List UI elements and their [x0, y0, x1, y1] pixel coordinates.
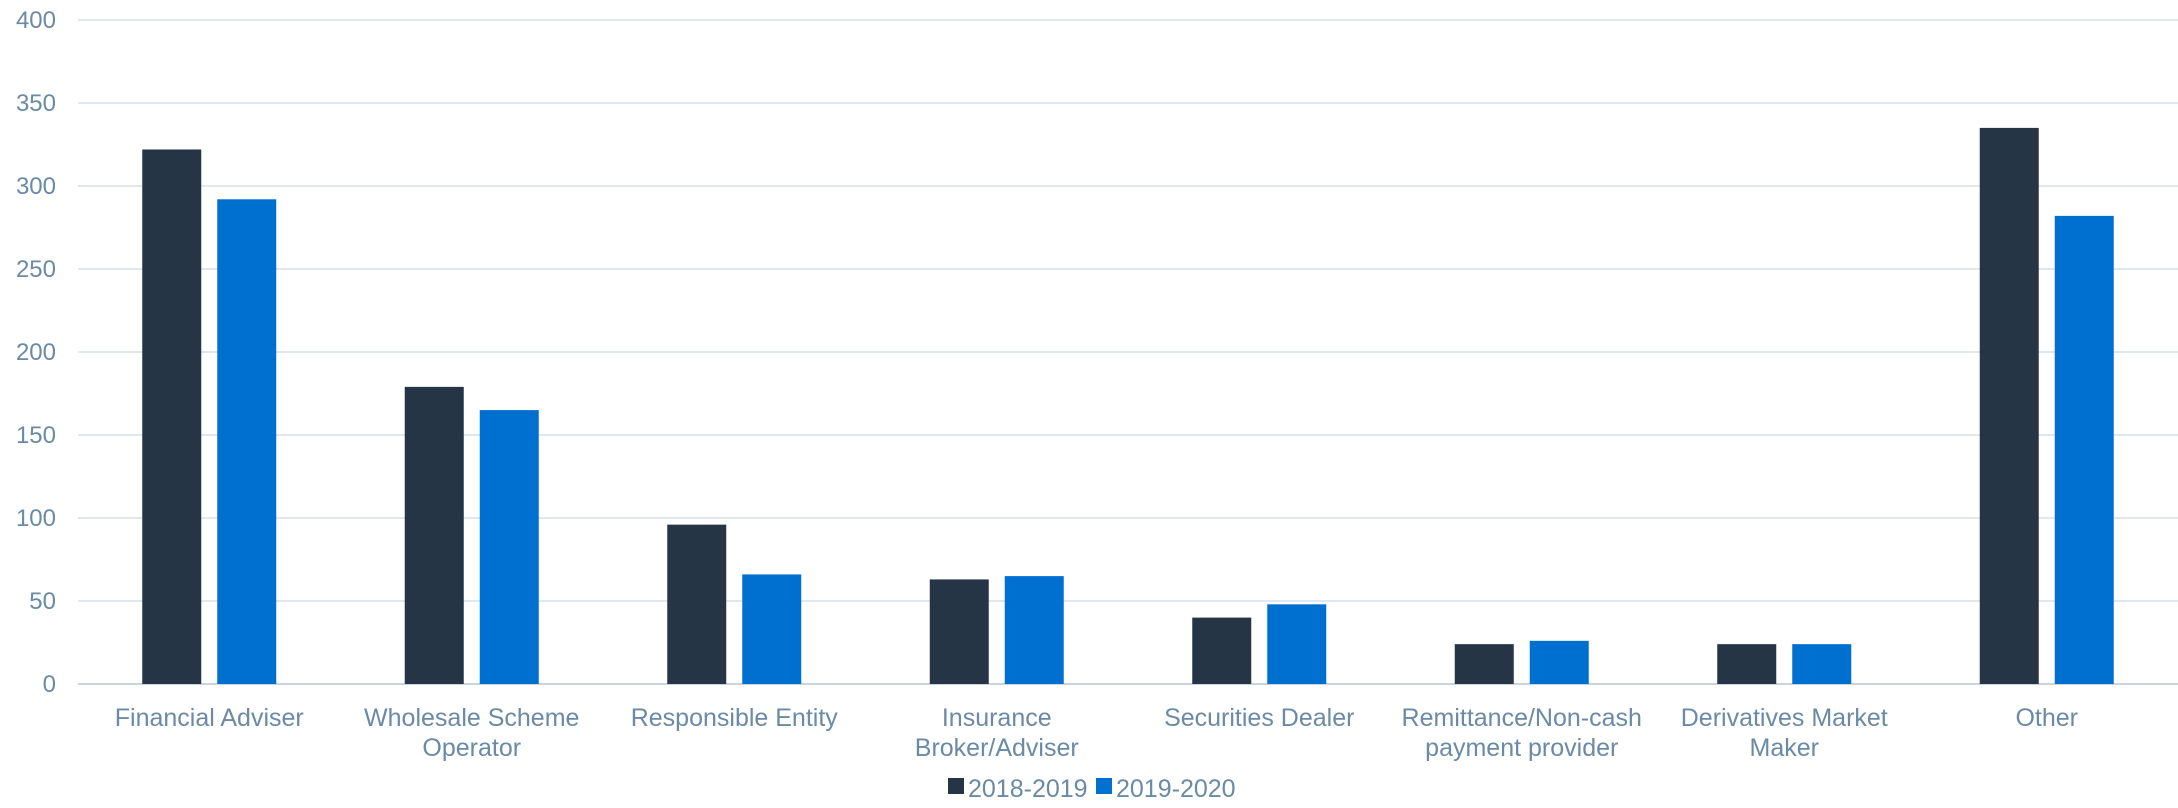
y-tick-label: 50 — [29, 588, 56, 615]
bar-2019-2020-derivatives-market-maker — [1792, 644, 1852, 684]
y-tick-label: 100 — [16, 505, 56, 532]
x-category-label: Insurance — [942, 704, 1052, 732]
bar-2018-2019-wholesale-scheme-operator — [404, 386, 464, 684]
legend: 2018-2019 2019-2020 — [948, 775, 1236, 803]
legend-label: 2019-2020 — [1116, 775, 1236, 803]
legend-label: 2018-2019 — [968, 775, 1088, 803]
y-tick-label: 0 — [43, 671, 56, 698]
x-category-label: Broker/Adviser — [915, 734, 1079, 762]
legend-swatch — [1096, 778, 1112, 794]
bar-2018-2019-financial-adviser — [142, 149, 202, 685]
bar-2018-2019-remittance-non-cash-payment-provider — [1454, 644, 1514, 684]
y-tick-label: 200 — [16, 339, 56, 366]
bar-2018-2019-insurance-broker-adviser — [929, 579, 989, 684]
bar-2018-2019-responsible-entity — [667, 524, 727, 684]
y-tick-label: 400 — [16, 7, 56, 34]
x-category-label: Responsible Entity — [631, 704, 839, 732]
bar-2019-2020-remittance-non-cash-payment-provider — [1529, 640, 1589, 684]
bar-2019-2020-insurance-broker-adviser — [1004, 576, 1064, 684]
x-category-label: Financial Adviser — [115, 704, 304, 732]
x-axis-categories: Financial Adviser Wholesale SchemeOperato… — [115, 704, 2078, 762]
y-tick-label: 150 — [16, 422, 56, 449]
bar-2019-2020-wholesale-scheme-operator — [479, 410, 539, 684]
y-tick-label: 250 — [16, 256, 56, 283]
y-tick-label: 300 — [16, 173, 56, 200]
bar-2019-2020-financial-adviser — [217, 199, 277, 684]
x-category-label: Other — [2015, 704, 2078, 732]
x-category-label: Wholesale Scheme — [364, 704, 579, 732]
x-category-label: Remittance/Non-cash — [1402, 704, 1642, 732]
bars — [142, 127, 2114, 685]
x-category-label: Derivatives Market — [1681, 704, 1888, 732]
bar-2019-2020-responsible-entity — [742, 574, 802, 684]
bar-2018-2019-securities-dealer — [1192, 617, 1252, 684]
bar-2019-2020-securities-dealer — [1267, 604, 1327, 684]
x-category-label: Operator — [422, 734, 521, 762]
bar-2018-2019-derivatives-market-maker — [1717, 644, 1777, 684]
y-axis-ticks: 0 50 100 150 200 250 300 350 400 — [16, 7, 56, 698]
bar-2019-2020-other — [2054, 215, 2114, 684]
gridlines — [78, 19, 2178, 685]
x-category-label: payment provider — [1425, 734, 1618, 762]
legend-swatch — [948, 778, 964, 794]
x-category-label: Securities Dealer — [1164, 704, 1354, 732]
x-category-label: Maker — [1750, 734, 1819, 762]
y-tick-label: 350 — [16, 90, 56, 117]
bar-2018-2019-other — [1979, 127, 2039, 684]
